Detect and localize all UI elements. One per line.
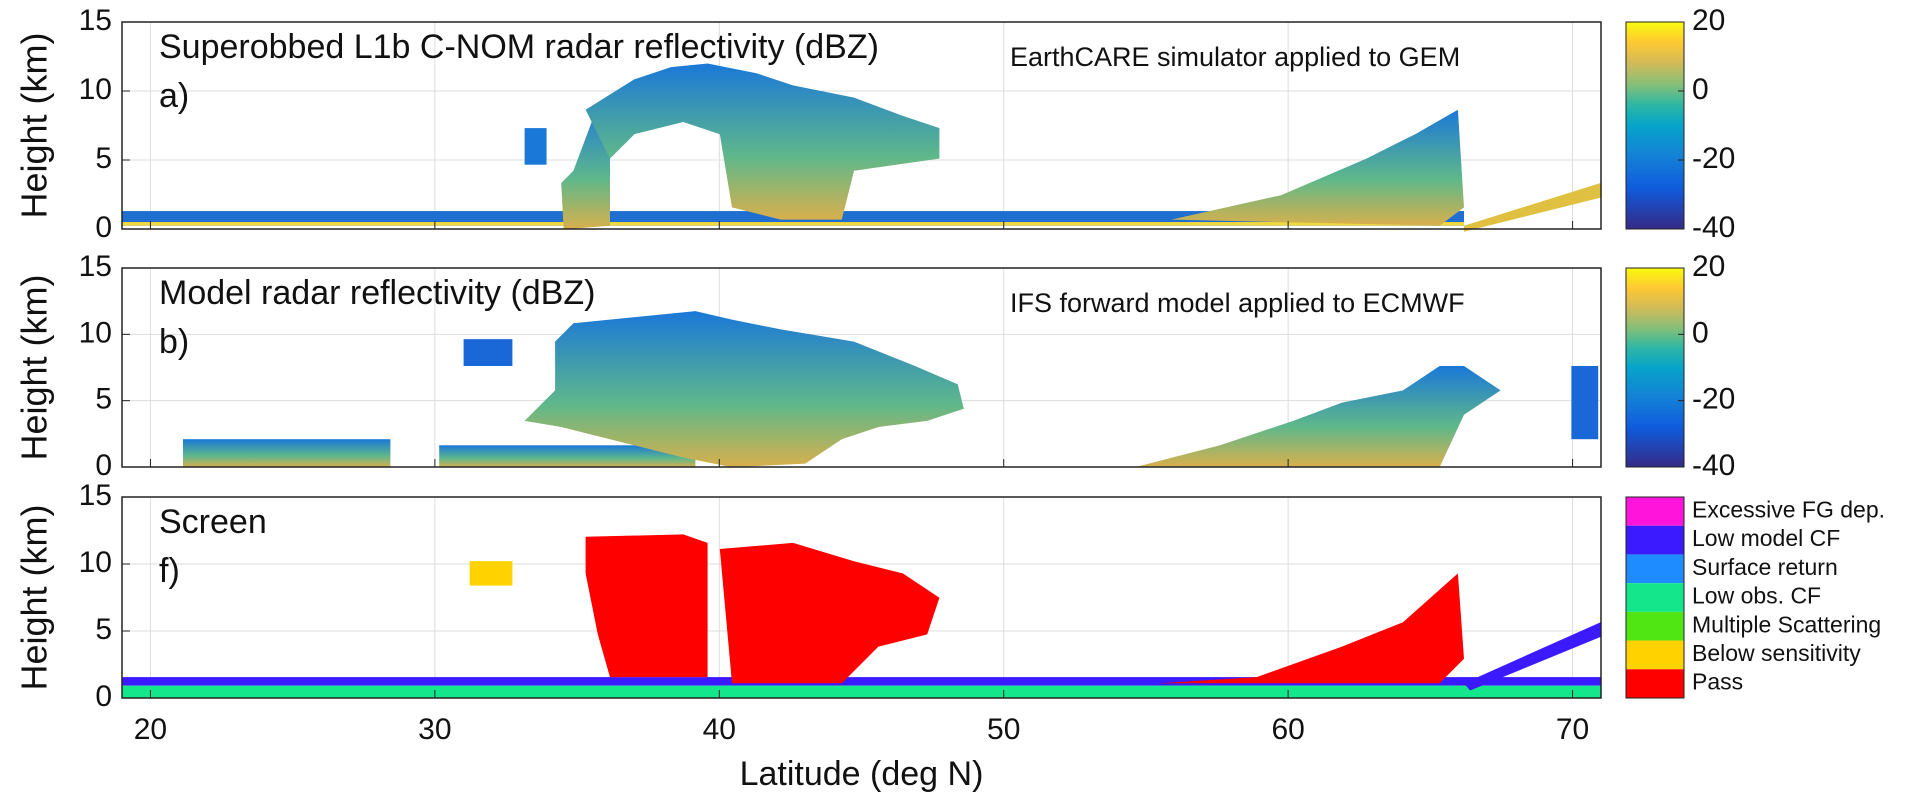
colorbar-tick-label: 20	[1692, 250, 1725, 283]
panel-label: b)	[159, 323, 189, 361]
legend-label: Low obs. CF	[1692, 583, 1821, 609]
colorbar-tick-label: -40	[1692, 211, 1735, 244]
y-tick-label: 10	[79, 316, 112, 349]
legend-frame	[1625, 496, 1685, 699]
colorbar-tick-label: -20	[1692, 383, 1735, 416]
panel-label: f)	[159, 552, 180, 590]
x-tick-label: 40	[703, 713, 736, 746]
annotation: IFS forward model applied to ECMWF	[1010, 288, 1465, 318]
y-tick-label: 15	[79, 4, 112, 37]
x-tick-label: 20	[134, 713, 167, 746]
colorbar	[1625, 267, 1685, 468]
legend-swatch	[1626, 525, 1684, 555]
legend-swatch	[1626, 583, 1684, 612]
legend-swatch	[1626, 611, 1684, 641]
plot-frame	[121, 21, 1602, 230]
y-tick-label: 10	[79, 546, 112, 579]
legend-swatch	[1626, 669, 1684, 698]
y-axis-label: Height (km)	[14, 274, 55, 460]
legend-label: Below sensitivity	[1692, 640, 1861, 666]
annotation: EarthCARE simulator applied to GEM	[1010, 42, 1460, 72]
y-tick-label: 0	[95, 680, 112, 713]
y-tick-label: 10	[79, 73, 112, 106]
y-tick-label: 5	[95, 383, 112, 416]
legend-label: Low model CF	[1692, 525, 1840, 551]
y-tick-label: 15	[79, 479, 112, 512]
panel-title: Superobbed L1b C-NOM radar reflectivity …	[159, 28, 879, 66]
y-tick-label: 15	[79, 250, 112, 283]
panel-label: a)	[159, 77, 189, 115]
x-tick-label: 30	[418, 713, 451, 746]
legend-label: Pass	[1692, 669, 1743, 695]
y-tick-label: 5	[95, 142, 112, 175]
y-axis-label: Height (km)	[14, 32, 55, 218]
y-axis-label: Height (km)	[14, 504, 55, 690]
cloud-shapes	[122, 63, 1601, 698]
plot-frame	[121, 267, 1602, 468]
colorbar	[1625, 21, 1685, 230]
colorbar-tick-label: 0	[1692, 73, 1709, 106]
x-tick-label: 50	[987, 713, 1020, 746]
colorbar-tick-label: 0	[1692, 316, 1709, 349]
panel-title: Model radar reflectivity (dBZ)	[159, 274, 595, 312]
colorbar-tick-label: 20	[1692, 4, 1725, 37]
legend-swatch	[1626, 554, 1684, 584]
x-axis-label: Latitude (deg N)	[740, 755, 984, 793]
legend-label: Multiple Scattering	[1692, 611, 1881, 637]
legend-label: Excessive FG dep.	[1692, 496, 1885, 522]
colorbar-tick-label: -20	[1692, 142, 1735, 175]
x-tick-label: 60	[1271, 713, 1304, 746]
plot-frame	[121, 496, 1602, 699]
colorbar-tick-label: -40	[1692, 449, 1735, 482]
legend-label: Surface return	[1692, 554, 1838, 580]
legend-swatch	[1626, 497, 1684, 526]
legend-swatch	[1626, 640, 1684, 670]
y-tick-label: 0	[95, 211, 112, 244]
x-tick-label: 70	[1556, 713, 1589, 746]
panel-title: Screen	[159, 503, 267, 541]
y-tick-label: 0	[95, 449, 112, 482]
y-tick-label: 5	[95, 613, 112, 646]
